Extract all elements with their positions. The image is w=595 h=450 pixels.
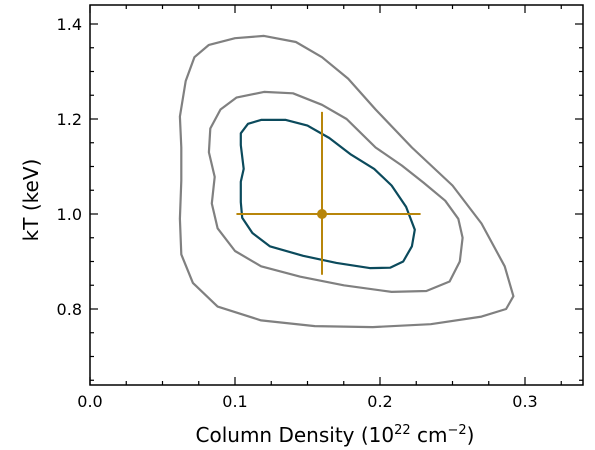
y-axis-label: kT (keV) xyxy=(19,159,43,242)
tick-layer: 0.0 0.1 0.2 0.3 0.8 1.0 1.2 1.4 xyxy=(57,5,583,411)
contour-layer xyxy=(178,34,515,329)
y-tick-label: 1.0 xyxy=(57,205,82,224)
y-tick-label: 0.8 xyxy=(57,300,82,319)
y-tick-label: 1.2 xyxy=(57,110,82,129)
contour-middle xyxy=(207,90,464,293)
errorbar-layer xyxy=(236,111,421,275)
x-tick-label: 0.1 xyxy=(222,392,247,411)
best-fit-point xyxy=(317,209,327,219)
x-axis-label: Column Density (1022 cm−2) xyxy=(196,423,475,447)
contour-inner xyxy=(239,118,416,270)
contour-outer xyxy=(178,34,515,329)
x-tick-label: 0.3 xyxy=(512,392,537,411)
plot-frame xyxy=(89,4,584,386)
y-tick-label: 1.4 xyxy=(57,15,82,34)
x-tick-label: 0.0 xyxy=(77,392,102,411)
x-tick-label: 0.2 xyxy=(367,392,392,411)
